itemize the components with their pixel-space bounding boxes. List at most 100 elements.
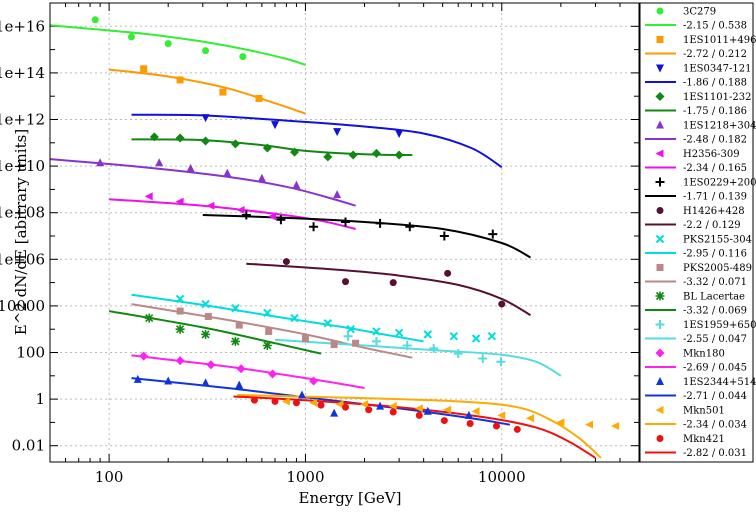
fit-line-1es1101-232 — [131, 138, 413, 156]
legend-label-1es0347-121: 1ES0347-121 — [683, 64, 751, 75]
marker-layer — [91, 16, 620, 433]
data-point-1es1011-496 — [176, 76, 184, 84]
data-point-h2356-309 — [175, 197, 184, 206]
data-point-pks2005-489 — [265, 327, 273, 335]
data-point-mkn421 — [271, 397, 279, 405]
data-point-1es0229-200 — [405, 222, 415, 232]
fit-line-1es0229-200 — [202, 214, 531, 259]
legend-label-1es2344-514: 1ES2344+514 — [683, 377, 756, 388]
data-point-1es1101-232 — [230, 139, 240, 149]
data-point-mkn421 — [513, 425, 521, 433]
fit-line-1es1218-304 — [50, 158, 356, 207]
data-point-pks2155-304 — [263, 308, 272, 318]
data-point-3c279 — [91, 16, 99, 24]
legend-fit-label-1es0229-200: -1.71 / 0.139 — [683, 192, 747, 203]
legend-marker-1es0229-200 — [655, 177, 665, 187]
data-point-pks2155-304 — [394, 328, 404, 338]
data-point-h1426-428 — [342, 278, 350, 286]
y-tick-label: 1e+08 — [0, 204, 45, 222]
data-point-1es1218-304 — [333, 190, 342, 199]
data-point-pks2155-304 — [175, 294, 185, 304]
data-point-mkn180 — [206, 360, 216, 370]
fit-line-h1426-428 — [246, 262, 531, 317]
data-point-h2356-309 — [144, 192, 153, 201]
tick-label-layer: 100 1000 10000 0.01 1 100 10000 1e+06 1e+08 1e+10… — [0, 17, 526, 486]
data-point-mkn501 — [335, 400, 344, 409]
data-point-1es1959-650 — [429, 343, 439, 353]
x-axis-title-text: Energy [GeV] — [299, 489, 402, 507]
legend-marker-1es1218-304 — [656, 120, 664, 129]
data-point-1es1101-232 — [371, 148, 381, 158]
data-point-1es1101-232 — [175, 133, 185, 143]
legend-marker-3c279 — [656, 7, 664, 15]
data-point-1es0229-200 — [375, 218, 385, 228]
data-point-h2356-309 — [268, 212, 277, 221]
data-point-mkn421 — [389, 408, 397, 416]
data-point-1es1101-232 — [394, 150, 404, 160]
legend-marker-pks2005-489 — [656, 264, 664, 271]
data-point-1es1959-650 — [343, 331, 353, 341]
legend-marker-bl-lacertae — [655, 291, 665, 301]
legend-label-1es1218-304: 1ES1218+304 — [683, 121, 756, 132]
data-point-mkn180 — [268, 369, 278, 379]
fit-line-h2356-309 — [109, 198, 356, 230]
data-point-mkn501 — [281, 397, 290, 406]
data-point-1es1959-650 — [371, 336, 381, 346]
data-point-mkn501 — [556, 418, 565, 427]
data-point-mkn501 — [471, 407, 480, 416]
data-point-mkn180 — [309, 376, 319, 386]
data-point-1es0347-121 — [333, 128, 342, 137]
data-point-1es0229-200 — [488, 229, 498, 239]
data-point-mkn501 — [414, 404, 423, 413]
data-point-1es2344-514 — [376, 401, 385, 410]
data-point-h1426-428 — [282, 258, 290, 266]
data-point-1es0347-121 — [395, 130, 404, 139]
legend-fit-label-mkn421: -2.82 / 0.031 — [683, 448, 747, 459]
data-point-1es2344-514 — [235, 380, 244, 389]
data-point-bl-lacertae — [144, 313, 154, 323]
data-point-mkn180 — [236, 364, 246, 374]
data-point-bl-lacertae — [262, 340, 272, 350]
data-point-1es1959-650 — [496, 357, 506, 367]
data-point-mkn501 — [388, 402, 397, 411]
data-point-1es0347-121 — [201, 114, 210, 123]
y-tick-label: 1e+16 — [0, 17, 45, 35]
legend-fit-label-1es2344-514: -2.71 / 0.044 — [683, 391, 747, 402]
data-point-1es2344-514 — [423, 406, 432, 415]
data-point-3c279 — [202, 47, 210, 55]
data-point-1es0229-200 — [439, 231, 449, 241]
x-tick-label: 1000 — [286, 468, 324, 486]
data-point-pks2155-304 — [471, 334, 481, 343]
data-point-1es2344-514 — [464, 410, 473, 419]
legend-fit-label-1es1101-232: -1.75 / 0.186 — [683, 106, 747, 117]
data-point-h2356-309 — [206, 201, 215, 210]
data-point-bl-lacertae — [175, 324, 185, 334]
data-point-1es0229-200 — [309, 222, 319, 232]
data-point-1es1101-232 — [262, 143, 272, 153]
data-point-h1426-428 — [389, 279, 397, 287]
legend-label-1es1959-650: 1ES1959+650 — [683, 320, 756, 331]
legend-fit-label-bl-lacertae: -3.32 / 0.069 — [683, 306, 747, 317]
data-point-pks2155-304 — [290, 313, 299, 323]
data-point-1es2344-514 — [201, 378, 210, 387]
data-point-pks2005-489 — [204, 313, 212, 321]
legend-fit-label-h1426-428: -2.2 / 0.129 — [683, 220, 741, 231]
legend-label-pks2005-489: PKS2005-489 — [683, 263, 752, 274]
data-point-1es1101-232 — [201, 136, 211, 146]
legend-fit-label-h2356-309: -2.34 / 0.165 — [683, 163, 747, 174]
data-point-pks2155-304 — [231, 303, 240, 313]
y-tick-label: 1e+10 — [0, 157, 45, 175]
data-point-h2356-309 — [236, 206, 245, 215]
y-tick-label: 1e+06 — [0, 250, 45, 268]
legend-fit-label-mkn501: -2.34 / 0.034 — [683, 420, 747, 431]
fit-line-3c279 — [50, 24, 306, 66]
data-point-pks2005-489 — [176, 307, 184, 315]
fit-layer — [50, 24, 602, 459]
data-point-bl-lacertae — [201, 329, 211, 339]
data-point-mkn421 — [365, 406, 373, 414]
data-point-3c279 — [127, 33, 135, 41]
data-point-mkn180 — [175, 356, 185, 366]
data-point-bl-lacertae — [230, 336, 240, 346]
data-point-h1426-428 — [498, 300, 506, 308]
y-tick-label: 100 — [16, 344, 45, 362]
